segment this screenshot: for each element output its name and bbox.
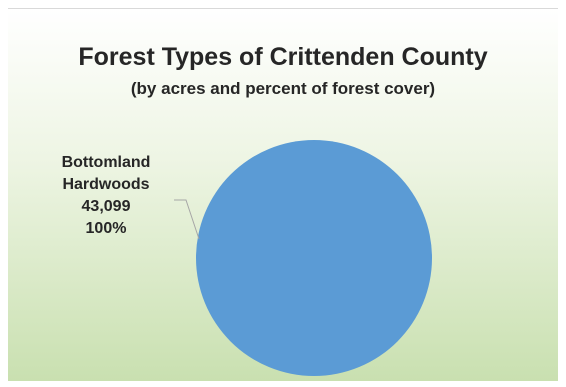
slice-label-category-line2: Hardwoods	[62, 176, 150, 193]
pie-plot	[174, 140, 432, 376]
chart-area: Forest Types of Crittenden County (by ac…	[8, 8, 558, 381]
pie-slice-bottomland-hardwoods	[196, 140, 432, 376]
pie-slices	[196, 140, 432, 376]
slice-label-category-line1: Bottomland	[61, 154, 151, 171]
slice-label-percent: 100%	[85, 220, 127, 237]
slice-data-label: Bottomland Hardwoods 43,099 100%	[36, 152, 176, 240]
chart-subtitle: (by acres and percent of forest cover)	[130, 79, 436, 98]
chart-title: Forest Types of Crittenden County	[78, 43, 488, 71]
slice-label-value: 43,099	[81, 198, 131, 215]
leader-line	[174, 199, 200, 240]
